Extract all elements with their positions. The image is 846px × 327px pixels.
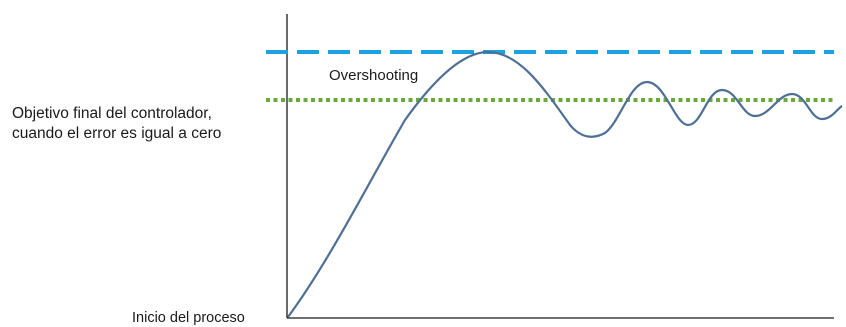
start-label: Inicio del proceso	[132, 310, 245, 326]
target-label-line-2: cuando el error es igual a cero	[12, 125, 221, 142]
response-curve	[287, 50, 843, 318]
target-label-line-1: Objetivo final del controlador,	[12, 105, 212, 122]
overshoot-label: Overshooting	[329, 67, 418, 84]
